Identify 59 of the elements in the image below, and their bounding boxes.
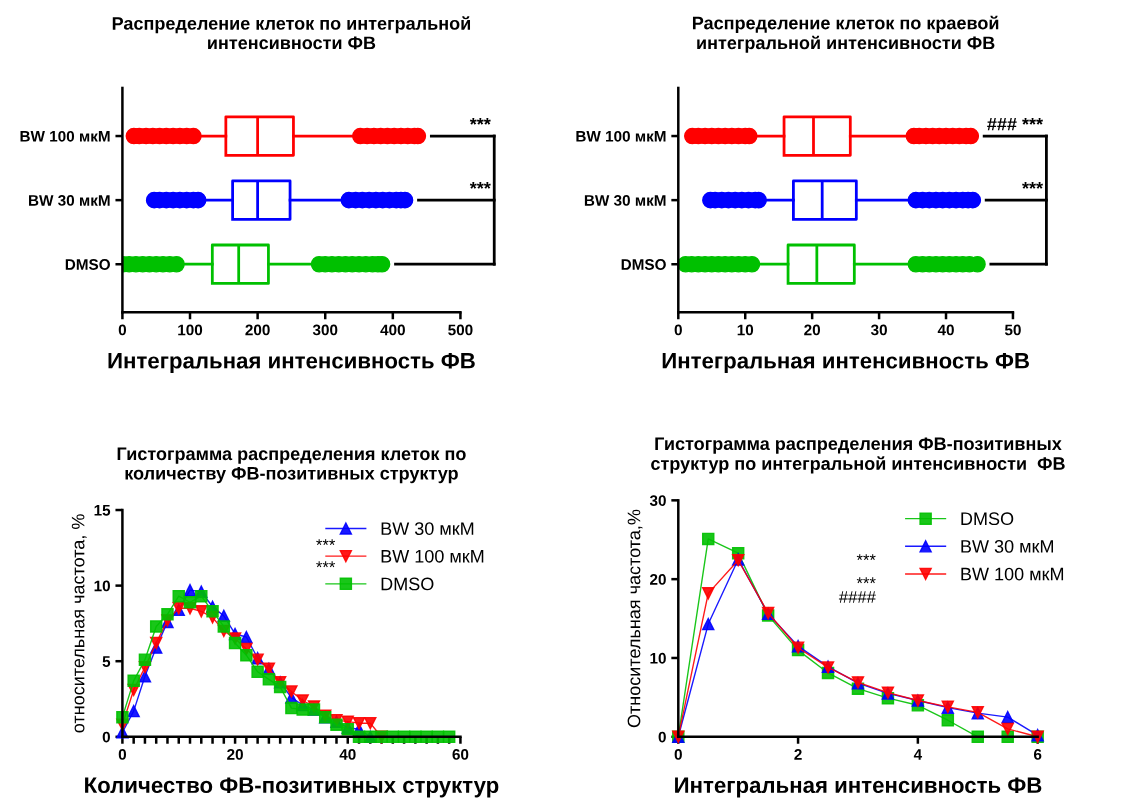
legend-label: DMSO xyxy=(381,577,434,591)
y-tick-label: 0 xyxy=(102,731,110,743)
legend-label: BW 30 мкМ xyxy=(961,540,1053,553)
x-axis-title: Интегральная интенсивность ФВ xyxy=(675,777,1042,798)
y-axis-title: Относительная частота,% xyxy=(627,509,643,728)
text: *** xyxy=(469,117,491,125)
annotation: ### *** xyxy=(987,117,1044,131)
x-tick-label: 20 xyxy=(227,749,243,760)
x-tick-label: 200 xyxy=(245,324,270,336)
annotation: *** xyxy=(316,539,336,545)
x-tick-label: 40 xyxy=(339,749,356,760)
x-tick-label: 0 xyxy=(118,749,127,760)
x-tick-label: 4 xyxy=(913,749,923,760)
y-tick-label: 15 xyxy=(94,505,111,516)
chart-title: Распределение клеток по интегральной интенсивности ФВ xyxy=(112,16,471,50)
x-tick-label: 6 xyxy=(1033,749,1042,760)
y-tick-label: 0 xyxy=(658,731,666,743)
y-tick-label: BW 100 мкМ xyxy=(576,130,666,142)
y-tick-label: 5 xyxy=(102,656,111,667)
annotation: #### xyxy=(838,591,876,603)
y-tick-label: BW 30 мкМ xyxy=(29,195,110,206)
chart-title: Гистограмма распределения ФВ-позитивных структур по интегральной интенсивности ФВ xyxy=(651,437,1065,474)
annotation: *** xyxy=(856,554,876,561)
annotation: *** xyxy=(316,561,336,568)
legend-label: DMSO xyxy=(961,512,1014,526)
x-tick-label: 300 xyxy=(312,324,338,336)
x-tick-label: 60 xyxy=(452,749,469,760)
x-tick-label: 10 xyxy=(737,324,754,336)
x-tick-label: 0 xyxy=(674,749,682,760)
y-tick-label: 30 xyxy=(649,495,666,507)
y-axis-title: относительная частота, % xyxy=(71,514,87,733)
legend-label: BW 100 мкМ xyxy=(381,549,484,563)
text: *** xyxy=(469,182,491,189)
annotation: *** xyxy=(856,577,876,584)
x-axis-title: Интегральная интенсивность ФВ xyxy=(108,352,475,373)
y-tick-label: 20 xyxy=(650,574,666,585)
y-tick-label: BW 30 мкМ xyxy=(584,195,666,206)
chart-title: Гистограмма распределения клеток по количеству ФВ-позитивных структур xyxy=(117,447,466,484)
y-tick-label: BW 100 мкМ xyxy=(20,130,110,142)
y-tick-label: DMSO xyxy=(621,259,666,270)
x-tick-label: 30 xyxy=(870,324,887,336)
x-axis-title: Количество ФВ-позитивных структур xyxy=(85,777,499,798)
x-tick-label: 0 xyxy=(118,324,127,336)
x-axis-title: Интегральная интенсивность ФВ xyxy=(662,352,1029,373)
chart-title: Распределение клеток по краевой интегральной интенсивности ФВ xyxy=(692,15,999,53)
legend-label: BW 100 мкМ xyxy=(961,567,1064,581)
x-tick-label: 40 xyxy=(937,324,954,336)
y-tick-label: DMSO xyxy=(65,259,110,270)
x-tick-label: 500 xyxy=(448,324,473,336)
x-tick-label: 400 xyxy=(380,324,405,336)
x-tick-label: 2 xyxy=(794,749,802,760)
x-tick-label: 50 xyxy=(1004,324,1021,336)
x-tick-label: 100 xyxy=(178,324,203,336)
x-tick-label: 20 xyxy=(804,324,821,336)
y-tick-label: 10 xyxy=(94,580,110,592)
x-tick-label: 0 xyxy=(674,324,682,336)
text: *** xyxy=(1022,182,1044,189)
legend-label: BW 30 мкМ xyxy=(381,522,474,535)
y-tick-label: 10 xyxy=(650,652,666,664)
